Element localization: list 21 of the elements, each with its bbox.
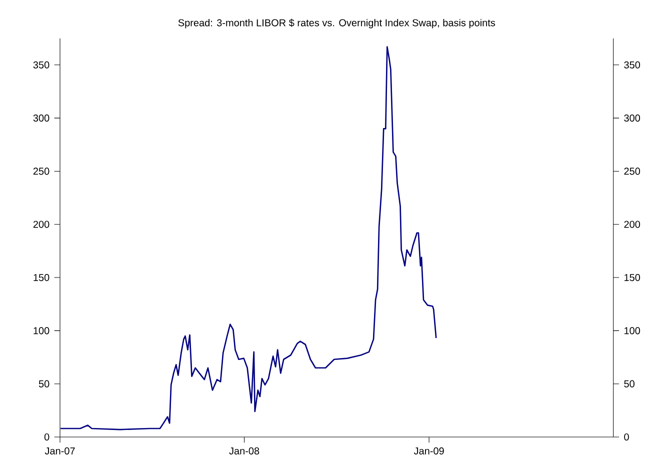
y2-tick-label: 350 bbox=[33, 61, 50, 68]
y-tick-label: 250 bbox=[624, 168, 640, 175]
y2-tick-label: 50 bbox=[38, 380, 50, 388]
y-tick-label: 350 bbox=[624, 61, 640, 68]
y2-tick-label: 250 bbox=[33, 168, 50, 175]
y-tick-label: 50 bbox=[624, 380, 634, 388]
y-tick-label: 300 bbox=[624, 114, 640, 122]
x-tick-label: Jan-07 bbox=[44, 447, 75, 454]
y-tick-label: 100 bbox=[624, 327, 640, 334]
y-tick-label: 0 bbox=[624, 433, 629, 441]
x-tick-label: Jan-09 bbox=[414, 447, 444, 454]
y2-tick-label: 100 bbox=[34, 327, 50, 334]
line-series bbox=[60, 46, 437, 430]
y2-tick-label: 150 bbox=[34, 274, 50, 282]
y2-tick-label: 200 bbox=[33, 220, 50, 228]
y2-tick-label: 300 bbox=[33, 114, 50, 122]
x-tick-label: Jan-08 bbox=[229, 447, 260, 454]
y2-tick-label: 0 bbox=[44, 433, 50, 441]
y-tick-label: 150 bbox=[624, 274, 640, 282]
y-tick-label: 200 bbox=[624, 220, 640, 228]
chart-title: Spread: 3-month LIBOR $ rates vs. Overnight Index Swap, basis points bbox=[178, 18, 496, 28]
